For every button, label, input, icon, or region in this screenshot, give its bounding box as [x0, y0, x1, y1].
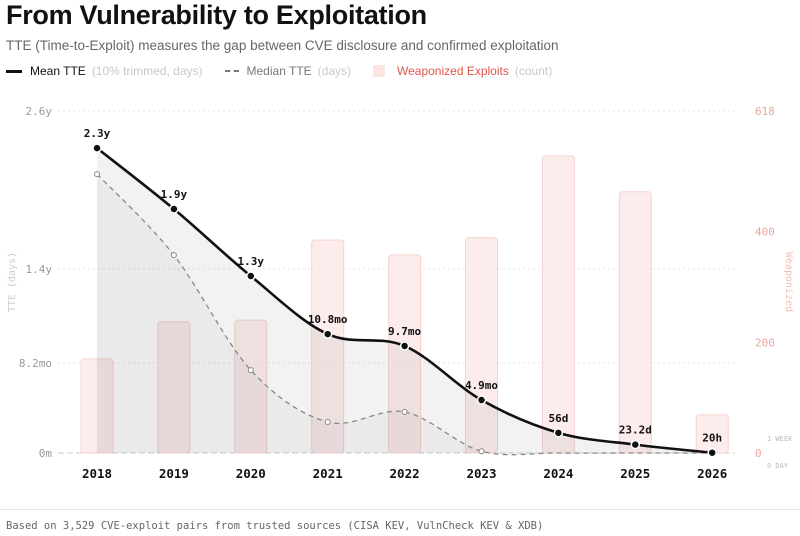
y-tick-label: 1.4y: [26, 263, 53, 276]
data-label: 20h: [702, 432, 722, 445]
data-label: 23.2d: [619, 424, 652, 437]
y-tick-label: 2.6y: [26, 105, 53, 118]
median-line: [96, 173, 713, 456]
y2-tick-label: 618: [755, 105, 775, 118]
ref-line-label: 0 DAY: [767, 462, 789, 470]
x-tick-label: 2026: [697, 466, 727, 481]
bar: [311, 239, 345, 454]
legend-median-label: Median TTE: [246, 64, 312, 78]
data-label: 1.9y: [161, 188, 188, 201]
x-tick-label: 2022: [390, 466, 420, 481]
x-tick-label: 2023: [466, 466, 496, 481]
legend-median[interactable]: Median TTE (days): [224, 64, 351, 78]
footer-note: Based on 3,529 CVE-exploit pairs from tr…: [6, 520, 544, 532]
y2-tick-label: 0: [755, 447, 762, 460]
mean-point: [399, 341, 410, 351]
solid-line-swatch: [6, 69, 22, 73]
mean-point: [92, 143, 102, 153]
legend-mean-label: Mean TTE: [30, 64, 86, 78]
data-label: 2.3y: [84, 127, 111, 140]
data-label: 56d: [548, 412, 568, 425]
data-label: 9.7mo: [388, 325, 421, 338]
x-tick-label: 2024: [543, 466, 573, 481]
x-tick-label: 2021: [313, 466, 343, 481]
chart-subtitle: TTE (Time-to-Exploit) measures the gap b…: [6, 38, 559, 53]
median-point: [401, 408, 408, 415]
y-tick-label: 8.2mo: [19, 357, 52, 370]
y2-tick-label: 200: [755, 336, 775, 349]
y2-tick-label: 400: [755, 226, 775, 239]
y-axis-label: TTE (days): [7, 252, 18, 312]
ref-line-label: 1 WEEK: [767, 435, 793, 443]
legend: Mean TTE (10% trimmed, days) Median TTE (d…: [6, 64, 574, 78]
legend-mean[interactable]: Mean TTE (10% trimmed, days): [6, 64, 203, 78]
legend-bars-unit: (count): [514, 64, 553, 78]
median-point: [247, 367, 254, 374]
x-tick-label: 2025: [620, 466, 650, 481]
x-tick-label: 2020: [236, 466, 266, 481]
data-label: 10.8mo: [308, 313, 348, 326]
legend-bars-label: Weaponized Exploits: [397, 64, 509, 78]
mean-point: [630, 439, 641, 450]
data-label: 4.9mo: [465, 379, 498, 392]
legend-mean-unit: (10% trimmed, days): [91, 64, 203, 78]
legend-bars[interactable]: Weaponized Exploits (count): [373, 64, 552, 78]
mean-point: [169, 204, 179, 214]
y2-axis-label: Weaponized: [783, 252, 794, 312]
bar: [618, 191, 652, 454]
bar: [157, 321, 191, 454]
divider: [0, 509, 800, 510]
x-tick-label: 2018: [82, 466, 112, 481]
mean-point: [553, 428, 564, 438]
bar-swatch: [373, 65, 385, 77]
median-point: [170, 252, 177, 259]
median-point: [94, 171, 100, 178]
y-tick-label: 0m: [39, 447, 53, 460]
mean-area: [97, 148, 713, 453]
mean-point: [322, 329, 333, 339]
legend-median-unit: (days): [317, 64, 351, 78]
mean-point: [707, 447, 717, 458]
data-label: 1.3y: [238, 255, 265, 268]
mean-point: [476, 395, 487, 405]
chart-plot: 0m 8.2mo 1.4y 2.6y 0 200 400 618 TTE (days) Weapo…: [7, 105, 794, 481]
mean-point: [246, 271, 256, 281]
median-point: [324, 419, 331, 426]
chart-title: From Vulnerability to Exploitation: [6, 0, 427, 30]
median-point: [478, 448, 485, 455]
bar: [541, 155, 575, 454]
dashed-line-swatch: [224, 70, 239, 72]
bar: [80, 358, 114, 454]
x-tick-label: 2019: [159, 466, 189, 481]
